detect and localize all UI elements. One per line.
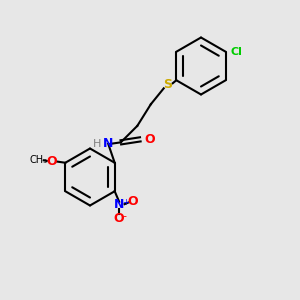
Text: O: O	[128, 195, 138, 208]
Text: CH₃: CH₃	[29, 155, 47, 165]
Text: S: S	[163, 78, 172, 91]
Text: Cl: Cl	[230, 47, 242, 57]
Text: -: -	[123, 211, 127, 221]
Text: O: O	[46, 155, 57, 168]
Text: H: H	[93, 139, 101, 149]
Text: +: +	[122, 198, 129, 207]
Text: N: N	[103, 137, 113, 150]
Text: N: N	[114, 198, 124, 211]
Text: O: O	[114, 212, 124, 225]
Text: O: O	[144, 133, 154, 146]
